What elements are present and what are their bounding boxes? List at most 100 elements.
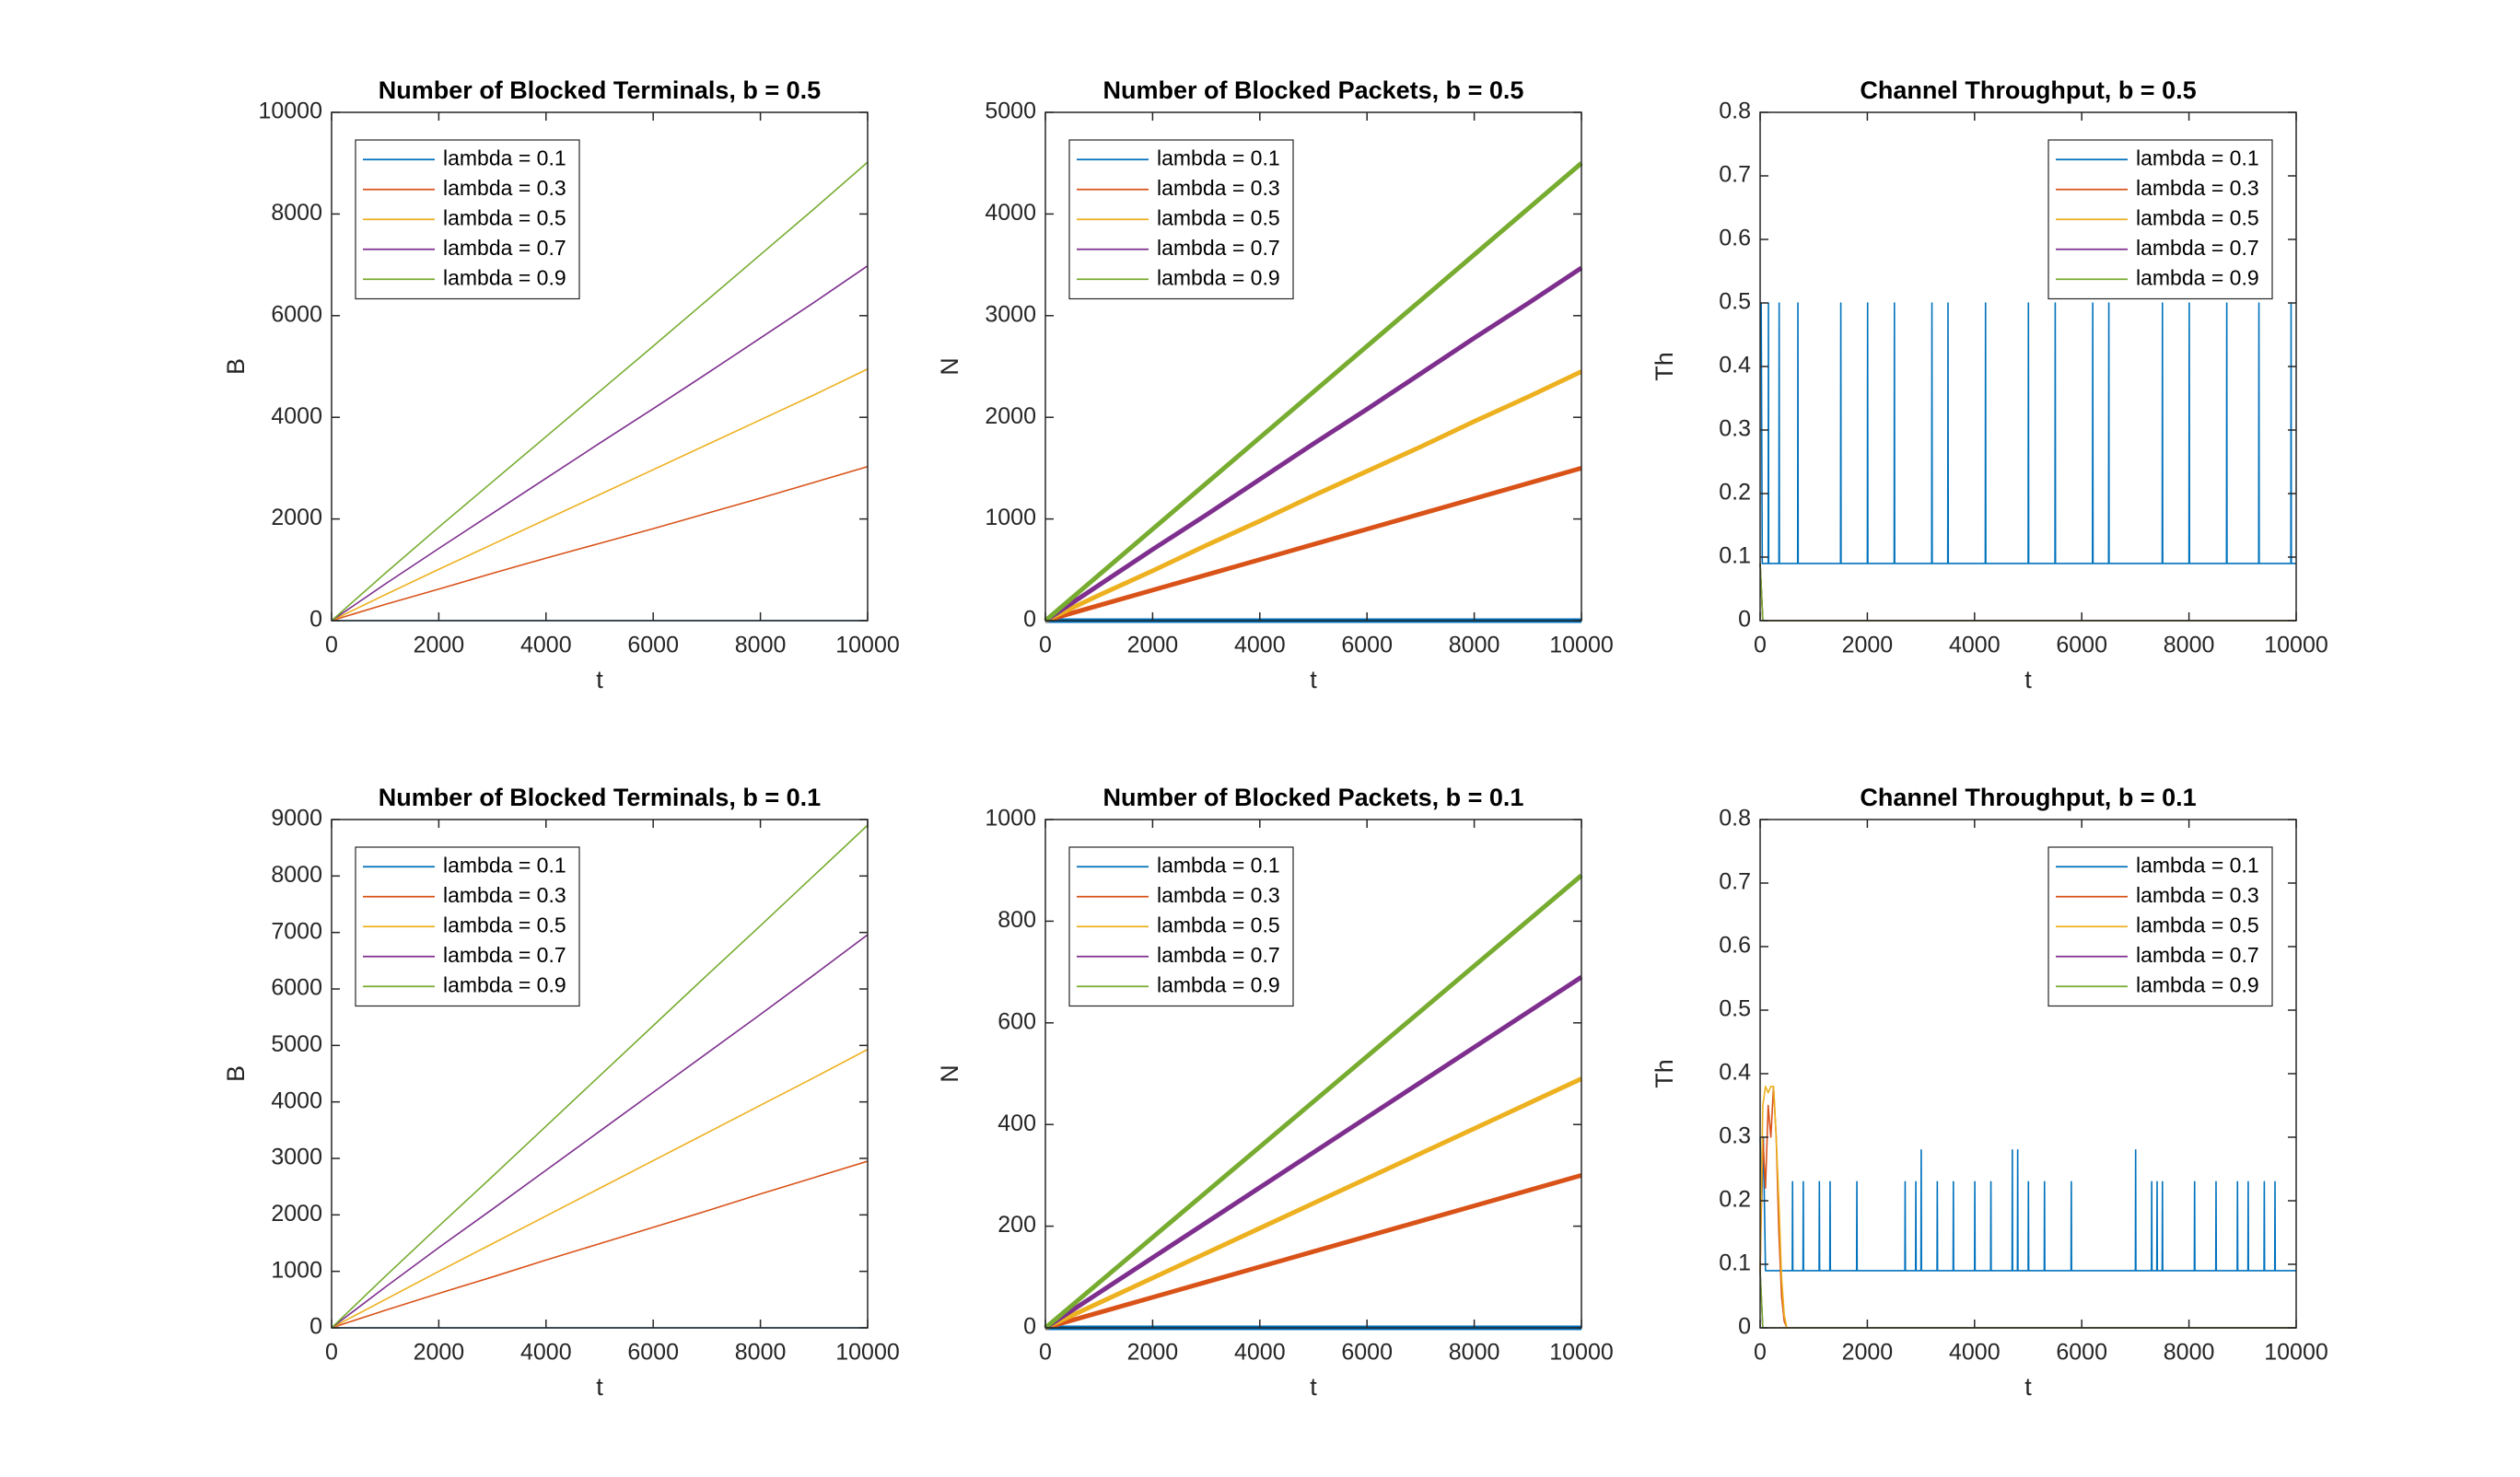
y-tick-label: 0 [1738, 607, 1751, 633]
legend-label: lambda = 0.1 [443, 853, 566, 877]
legend: lambda = 0.1 lambda = 0.3 lambda = 0.5 lamb… [1068, 139, 1294, 300]
x-tick-label: 6000 [2056, 1340, 2107, 1366]
axes-box [1044, 111, 1582, 622]
subplot: 0 2000 4000 6000 8000 10000 0 0.1 0.2 0.3 0.4 0.5 0.… [1651, 76, 2328, 693]
y-tick-label: 3000 [271, 1145, 322, 1170]
x-tick-label: 4000 [1234, 1340, 1286, 1366]
legend-label: lambda = 0.7 [443, 236, 566, 260]
x-tick-label: 8000 [2164, 633, 2215, 658]
x-tick-label: 10000 [835, 633, 900, 658]
axes-box [1044, 819, 1582, 1329]
legend-label: lambda = 0.1 [1157, 853, 1280, 877]
x-tick-label: 2000 [414, 633, 465, 658]
y-tick-label: 4000 [271, 403, 322, 429]
y-tick-label: 1000 [985, 505, 1036, 530]
x-tick-label: 10000 [1549, 1340, 1614, 1366]
chart-title: Number of Blocked Packets, b = 0.1 [1103, 784, 1524, 811]
y-tick-label: 0.6 [1719, 933, 1751, 959]
data-line [1044, 161, 1583, 622]
y-tick-label: 2000 [985, 403, 1036, 429]
y-tick-label: 2000 [271, 505, 322, 530]
x-tick-label: 2000 [1842, 1340, 1894, 1366]
y-tick-label: 5000 [985, 99, 1036, 124]
y-tick-label: 200 [998, 1212, 1036, 1238]
y-tick-label: 0.2 [1719, 1187, 1751, 1213]
data-line [331, 1048, 869, 1329]
data-line [331, 161, 869, 622]
legend: lambda = 0.1 lambda = 0.3 lambda = 0.5 lamb… [355, 139, 580, 300]
y-tick-label: 1000 [985, 806, 1036, 832]
legend-label: lambda = 0.9 [1157, 265, 1280, 289]
x-tick-label: 8000 [1449, 1340, 1500, 1366]
y-tick-label: 0 [1023, 607, 1036, 633]
legend-label: lambda = 0.7 [1157, 236, 1280, 260]
x-axis-label: t [596, 666, 603, 693]
y-tick-label: 4000 [271, 1087, 322, 1113]
y-tick-label: 0.8 [1719, 99, 1751, 124]
x-tick-label: 6000 [1341, 633, 1393, 658]
legend-label: lambda = 0.9 [443, 265, 566, 289]
legend-label: lambda = 0.3 [443, 883, 566, 907]
x-tick-label: 8000 [2164, 1340, 2215, 1366]
legend: lambda = 0.1 lambda = 0.3 lambda = 0.5 lamb… [355, 846, 580, 1007]
legend-label: lambda = 0.3 [2136, 176, 2259, 200]
y-tick-label: 1000 [271, 1257, 322, 1283]
y-tick-label: 10000 [258, 99, 322, 124]
x-tick-label: 10000 [1549, 633, 1614, 658]
x-tick-label: 0 [1754, 633, 1767, 658]
y-axis-label: N [936, 1064, 963, 1083]
x-tick-label: 6000 [2056, 633, 2107, 658]
axes-box [331, 819, 869, 1329]
x-axis-label: t [1310, 1373, 1317, 1401]
y-tick-label: 600 [998, 1008, 1036, 1034]
x-tick-label: 6000 [1341, 1340, 1393, 1366]
data-line [331, 934, 869, 1329]
data-line [331, 465, 869, 622]
legend-label: lambda = 0.1 [2136, 853, 2259, 877]
y-tick-label: 0.7 [1719, 869, 1751, 895]
legend-label: lambda = 0.5 [2136, 205, 2259, 229]
x-tick-label: 8000 [1449, 633, 1500, 658]
y-tick-label: 7000 [271, 918, 322, 944]
data-line [1044, 265, 1583, 623]
legend-label: lambda = 0.5 [2136, 913, 2259, 936]
x-tick-label: 4000 [520, 1340, 572, 1366]
legend-label: lambda = 0.7 [2136, 236, 2259, 260]
data-line [331, 265, 869, 622]
legend-label: lambda = 0.5 [443, 205, 566, 229]
data-line [1044, 1172, 1582, 1331]
y-tick-label: 800 [998, 907, 1036, 933]
data-line [1044, 975, 1583, 1331]
data-line [1044, 873, 1583, 1330]
y-tick-label: 0.2 [1719, 480, 1751, 506]
data-line [1044, 465, 1582, 623]
y-tick-label: 0.1 [1719, 1250, 1751, 1276]
x-tick-label: 0 [1039, 1340, 1052, 1366]
legend-label: lambda = 0.7 [2136, 943, 2259, 967]
x-tick-label: 2000 [1127, 1340, 1179, 1366]
x-tick-label: 6000 [627, 1340, 679, 1366]
data-line [331, 824, 869, 1329]
data-line [1044, 369, 1583, 623]
y-axis-label: Th [1651, 352, 1678, 381]
y-tick-label: 6000 [271, 975, 322, 1001]
x-tick-label: 2000 [1127, 633, 1179, 658]
legend-label: lambda = 0.3 [443, 176, 566, 200]
data-line [1044, 1076, 1583, 1331]
x-tick-label: 10000 [2264, 633, 2328, 658]
legend-label: lambda = 0.9 [1157, 972, 1280, 996]
x-tick-label: 8000 [735, 633, 787, 658]
x-tick-label: 10000 [835, 1340, 900, 1366]
legend-label: lambda = 0.9 [2136, 265, 2259, 289]
y-tick-label: 400 [998, 1111, 1036, 1136]
legend-label: lambda = 0.5 [1157, 205, 1280, 229]
x-tick-label: 2000 [1842, 633, 1894, 658]
legend-label: lambda = 0.7 [443, 943, 566, 967]
x-tick-label: 2000 [414, 1340, 465, 1366]
y-tick-label: 5000 [271, 1031, 322, 1057]
y-axis-label: B [222, 358, 250, 375]
chart-title: Number of Blocked Packets, b = 0.5 [1103, 76, 1524, 104]
x-axis-label: t [596, 1373, 603, 1401]
subplot: 0 2000 4000 6000 8000 10000 0 200 400 600 800 1000 N… [936, 784, 1614, 1401]
x-tick-label: 0 [1754, 1340, 1767, 1366]
